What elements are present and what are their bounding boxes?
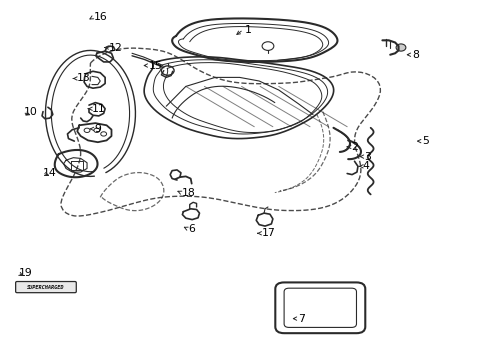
- Text: 11: 11: [92, 104, 105, 114]
- Text: SUPERCHARGED: SUPERCHARGED: [27, 285, 64, 289]
- Text: 16: 16: [94, 12, 107, 22]
- Text: 18: 18: [182, 188, 195, 198]
- Text: 9: 9: [94, 124, 101, 134]
- Text: 17: 17: [261, 228, 275, 238]
- Text: 14: 14: [43, 168, 57, 178]
- Text: 12: 12: [108, 42, 122, 53]
- Text: 3: 3: [363, 152, 370, 162]
- Text: 19: 19: [19, 268, 32, 278]
- Text: 1: 1: [244, 24, 251, 35]
- Text: 15: 15: [149, 60, 163, 71]
- Text: 7: 7: [298, 314, 305, 324]
- Text: 10: 10: [23, 107, 37, 117]
- Circle shape: [395, 44, 405, 51]
- Text: 13: 13: [77, 73, 91, 84]
- Text: 5: 5: [422, 136, 428, 146]
- Text: 8: 8: [411, 50, 418, 60]
- Text: 4: 4: [362, 161, 369, 171]
- Text: 6: 6: [188, 224, 195, 234]
- Text: 2: 2: [350, 142, 357, 152]
- FancyBboxPatch shape: [16, 282, 76, 293]
